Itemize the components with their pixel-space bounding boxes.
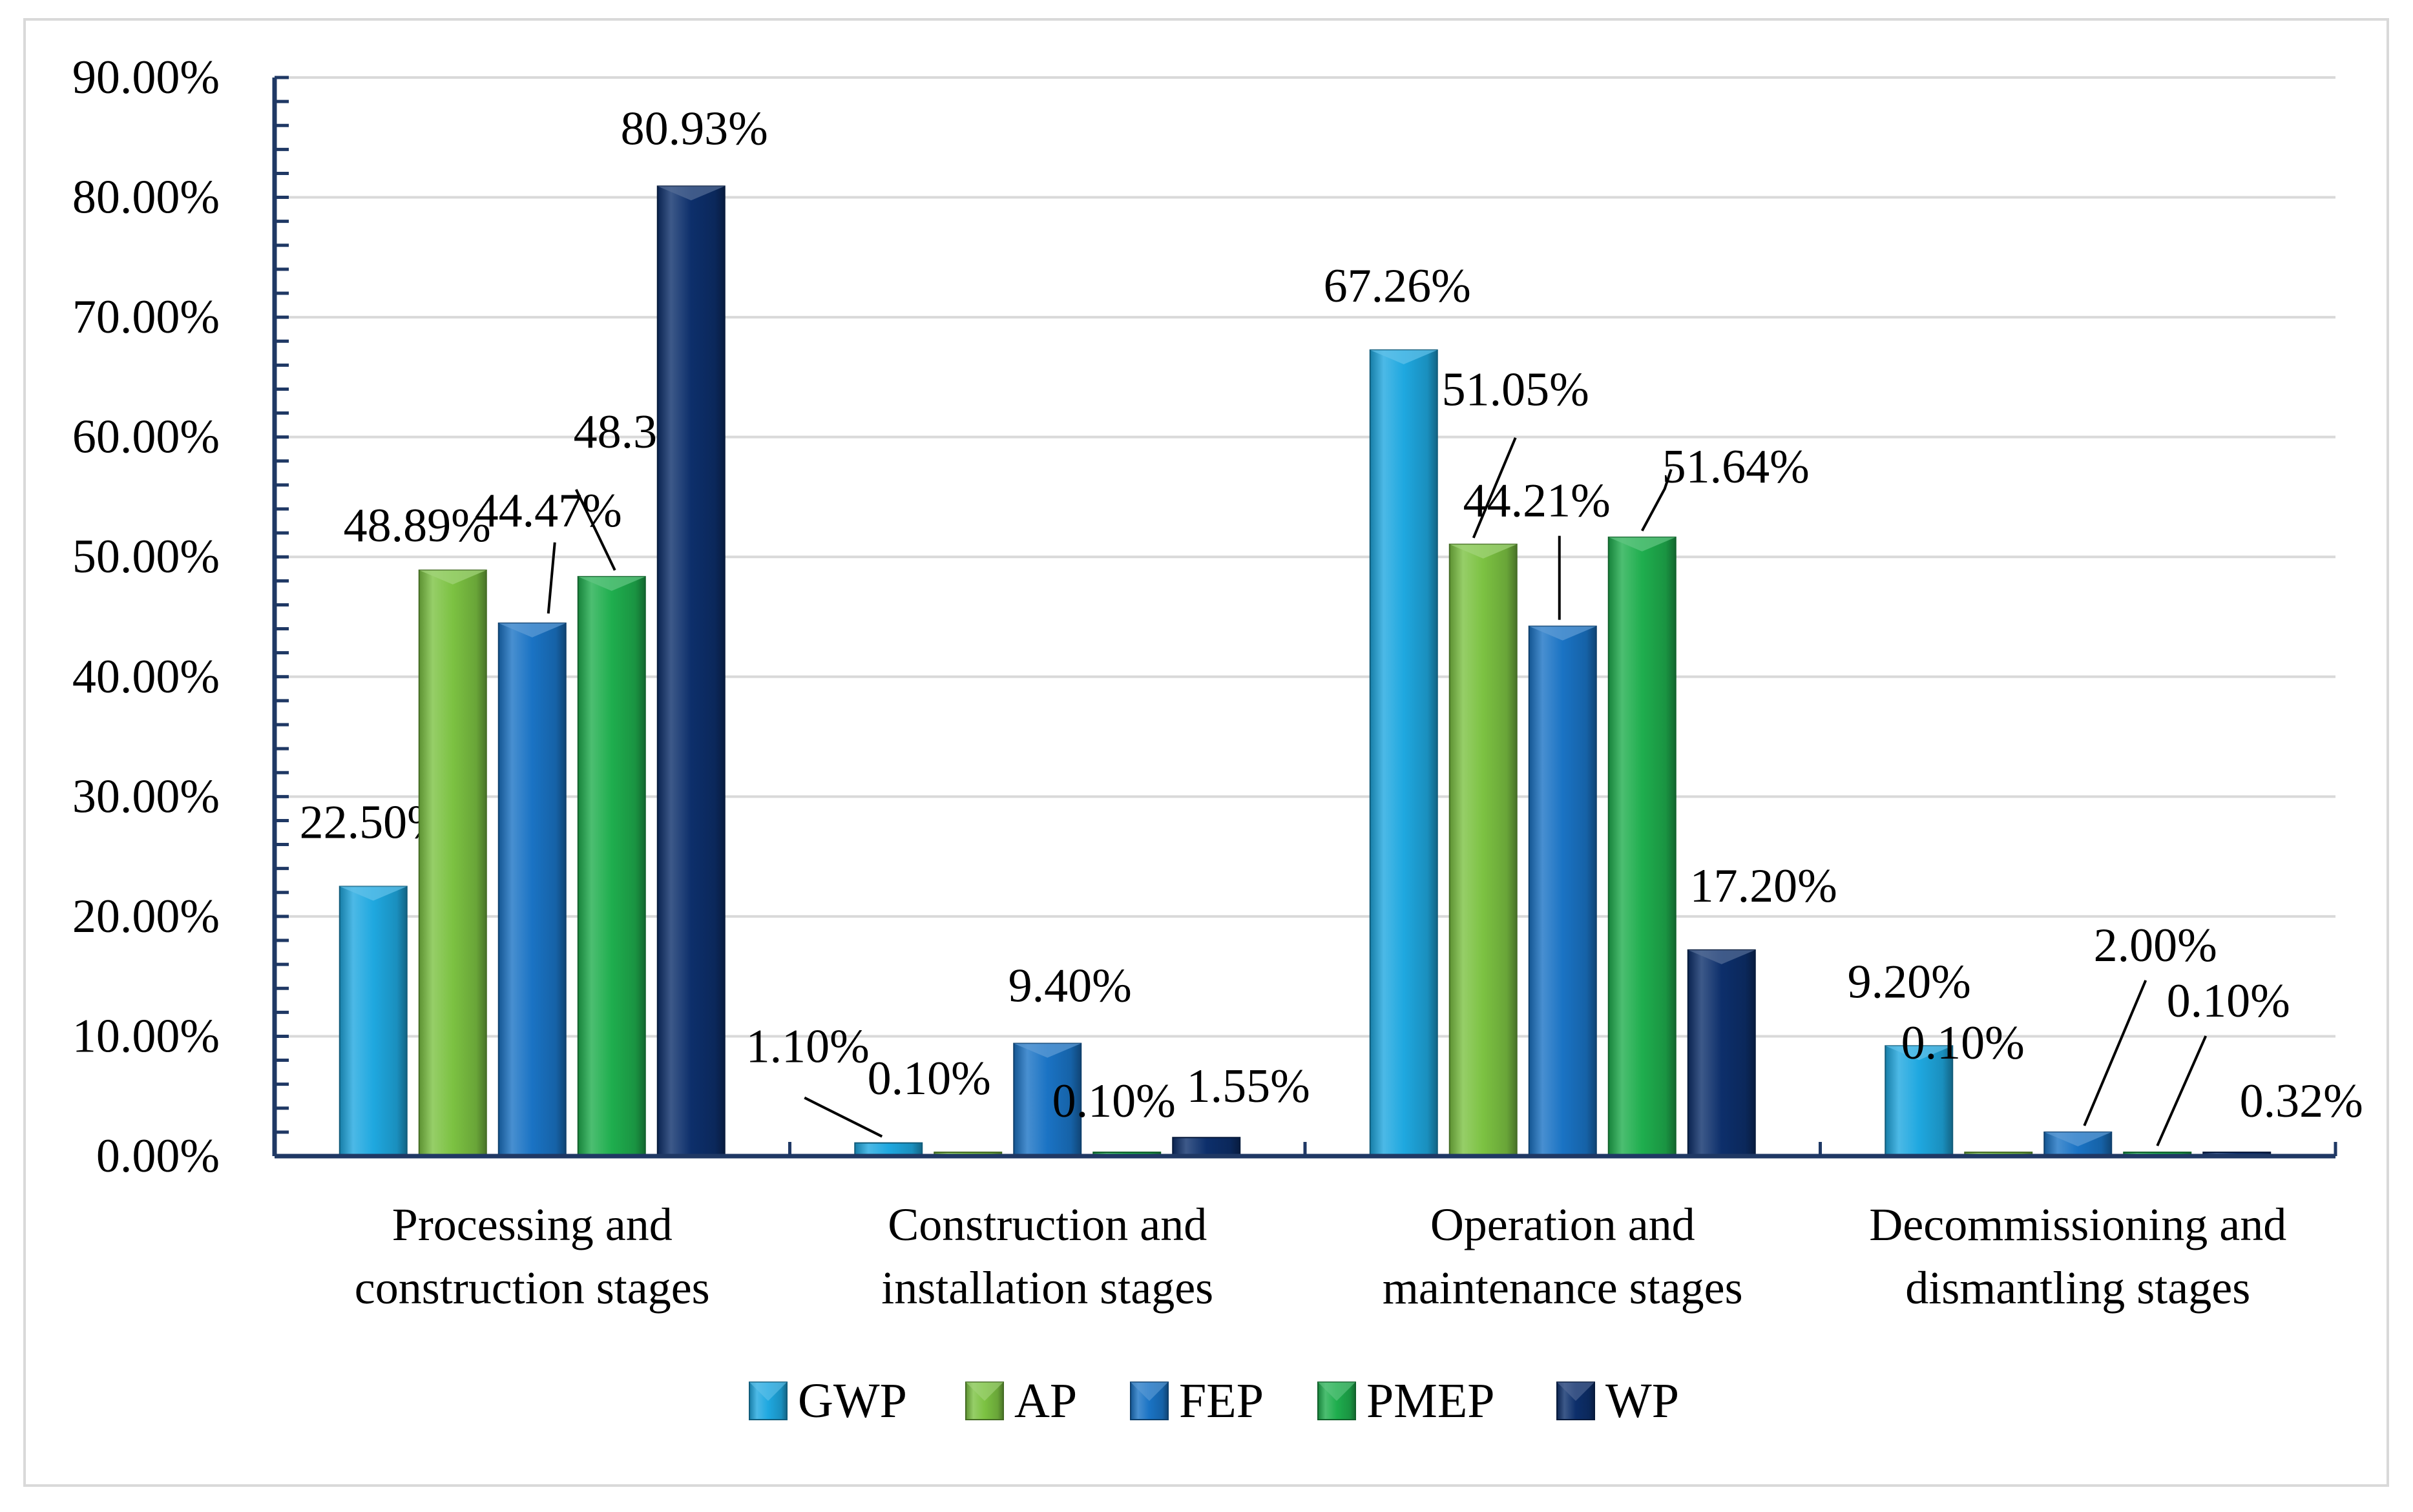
data-label: 9.20% [1848,955,1971,1008]
bar-bevel [2044,1132,2112,1146]
y-tick-label: 70.00% [72,291,220,344]
bar-fep [1528,625,1597,1157]
legend-swatch-bevel [1318,1382,1355,1401]
category-label: Processing and [392,1199,673,1250]
data-label: 0.10% [1052,1075,1176,1128]
data-label: 17.20% [1690,860,1837,913]
legend-swatch-bevel [966,1382,1003,1401]
legend-label: WP [1605,1374,1679,1428]
legend-label: AP [1014,1374,1077,1428]
category-label: installation stages [881,1262,1213,1314]
leader-line [1472,437,1517,539]
legend-label: GWP [798,1374,907,1428]
data-label: 1.10% [746,1020,870,1073]
leader-line [2083,980,2147,1126]
category-label: Decommissioning and [1869,1199,2286,1250]
bar-gwp [339,885,408,1157]
data-label: 1.55% [1187,1060,1310,1113]
data-label: 0.10% [2167,975,2290,1028]
bar-bevel [1687,949,1755,964]
leader-line [1640,469,1673,532]
chart-frame [23,18,2389,1487]
bar-bevel [1885,1046,1953,1061]
legend-label: FEP [1179,1374,1264,1428]
data-label: 80.93% [621,102,768,155]
y-tick-label: 40.00% [72,650,220,703]
bar-bevel [1370,349,1437,364]
bar-bevel [419,570,486,585]
data-label: 2.00% [2094,919,2217,972]
leader-line [804,1096,883,1138]
y-tick-label: 80.00% [72,171,220,224]
bar-gwp [1885,1045,1954,1157]
y-tick-label: 20.00% [72,890,220,943]
legend-swatch-bevel [749,1382,787,1401]
category-label: maintenance stages [1383,1262,1743,1314]
data-label: 51.05% [1442,364,1589,417]
bar-fep [497,622,567,1157]
data-label: 9.40% [1008,960,1132,1013]
bar-bevel [498,623,566,637]
bar-bevel [1529,626,1596,641]
data-label: 48.89% [344,499,491,552]
legend-label: PMEP [1366,1374,1495,1428]
bar-wp [656,185,726,1157]
leader-line [2156,1035,2208,1146]
data-label: 44.47% [475,484,622,537]
leader-line [574,488,616,571]
leader-line [547,542,556,614]
y-tick-label: 0.00% [96,1130,220,1183]
legend-swatch-bevel [1131,1382,1168,1401]
bar-pmep [1607,536,1677,1157]
bar-ap [1448,543,1518,1157]
category-label: Operation and [1430,1199,1695,1250]
bar-fep [1013,1042,1082,1157]
y-tick-label: 60.00% [72,411,220,464]
bar-bevel [1449,544,1517,559]
bar-gwp [1369,349,1438,1157]
data-label: 51.64% [1662,440,1810,493]
y-tick-label: 50.00% [72,530,220,583]
category-label: construction stages [355,1262,710,1314]
bar-bevel [578,576,645,591]
bar-ap [418,569,487,1157]
category-label: Construction and [888,1199,1207,1250]
category-label: dismantling stages [1905,1262,2250,1314]
bar-bevel [1608,537,1676,552]
bar-bevel [657,186,725,201]
y-tick-label: 30.00% [72,770,220,823]
y-tick-label: 10.00% [72,1010,220,1062]
legend-swatch-bevel [1557,1382,1594,1401]
bar-bevel [339,886,407,901]
data-label: 0.32% [2240,1075,2363,1128]
data-label: 0.10% [1901,1017,2025,1070]
bar-wp [1172,1137,1241,1157]
bar-wp [1687,949,1756,1157]
data-label: 0.10% [868,1052,991,1105]
data-label: 67.26% [1324,260,1471,313]
bar-pmep [577,575,646,1157]
y-tick-label: 90.00% [72,51,220,104]
bar-bevel [1014,1043,1081,1058]
data-label: 44.21% [1463,475,1611,528]
